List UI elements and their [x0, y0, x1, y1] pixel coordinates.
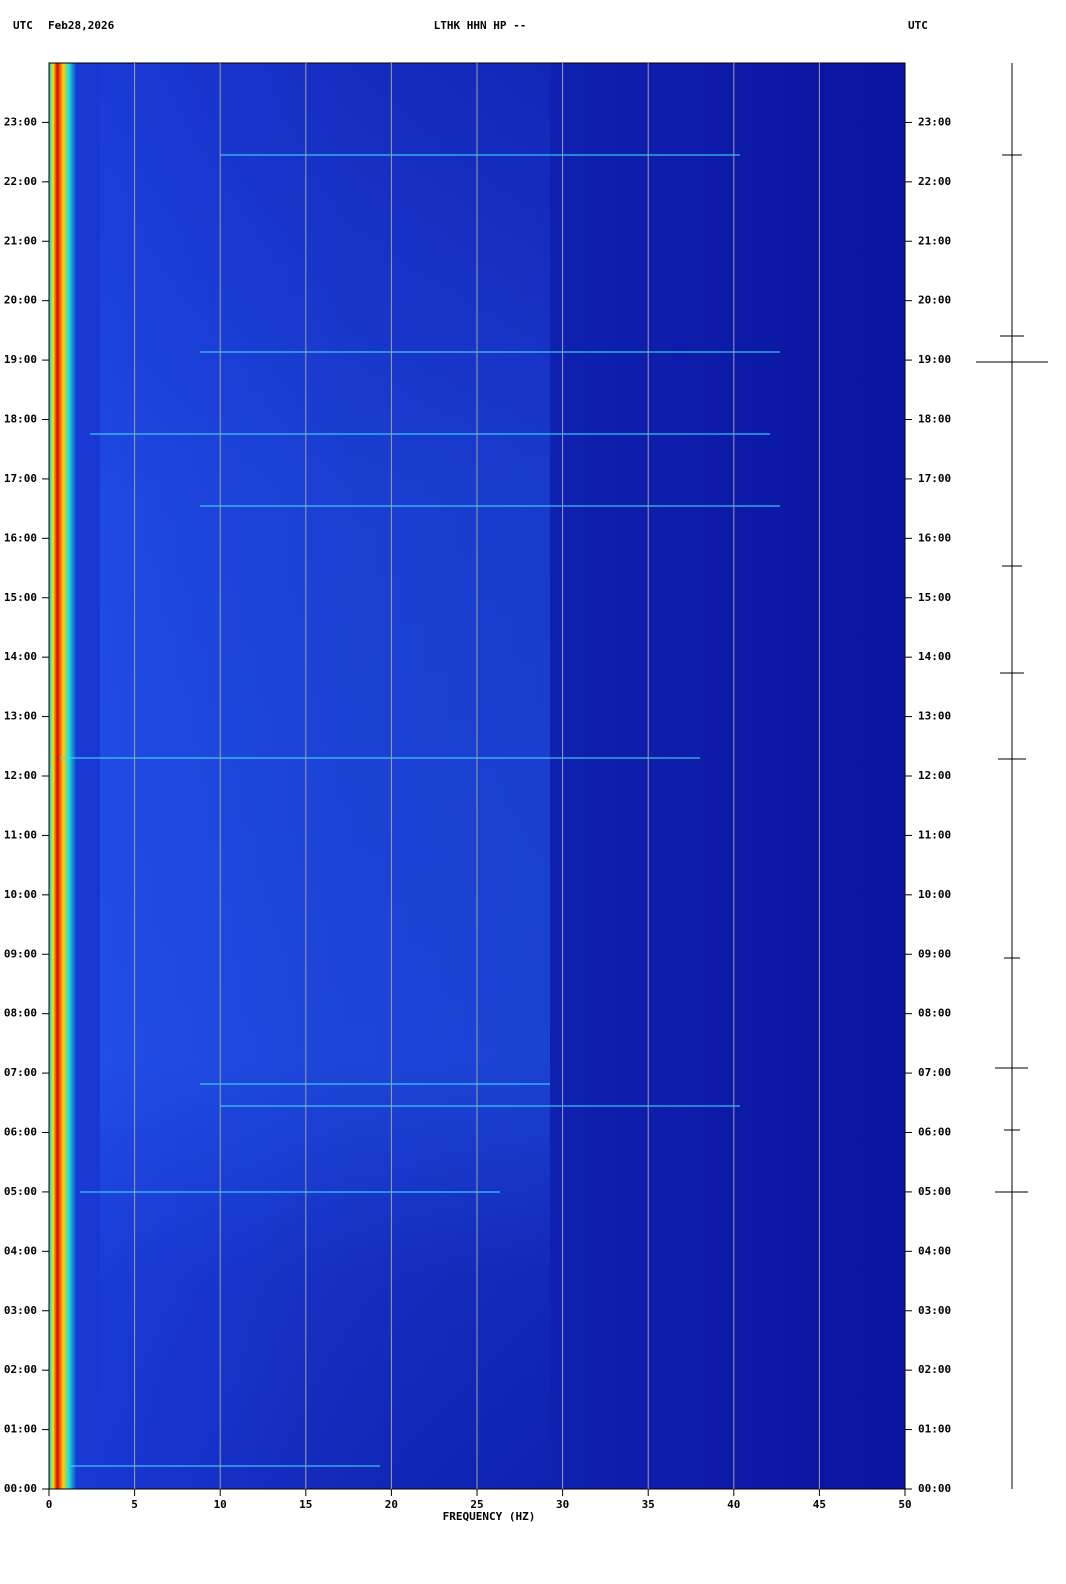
x-tick-label: 5	[131, 1498, 138, 1511]
x-axis-label: FREQUENCY (HZ)	[443, 1510, 536, 1523]
y-tick-label: 00:00	[918, 1482, 951, 1495]
y-tick-label: 04:00	[918, 1244, 951, 1257]
y-tick-label: 06:00	[4, 1126, 37, 1139]
x-tick-label: 25	[470, 1498, 483, 1511]
y-tick-label: 10:00	[4, 888, 37, 901]
y-tick-label: 20:00	[4, 294, 37, 307]
y-tick-label: 17:00	[4, 472, 37, 485]
y-tick-label: 16:00	[4, 531, 37, 544]
y-tick-label: 19:00	[4, 353, 37, 366]
x-tick-label: 0	[46, 1498, 53, 1511]
header-zone: UTC	[908, 19, 928, 32]
y-tick-label: 15:00	[4, 591, 37, 604]
y-tick-label: 23:00	[918, 115, 951, 128]
y-tick-label: 13:00	[4, 710, 37, 723]
y-tick-label: 12:00	[918, 769, 951, 782]
spectrogram-activity	[100, 63, 550, 1489]
y-tick-label: 01:00	[4, 1423, 37, 1436]
y-tick-label: 11:00	[4, 828, 37, 841]
x-tick-label: 30	[556, 1498, 569, 1511]
y-tick-label: 22:00	[4, 175, 37, 188]
y-tick-label: 00:00	[4, 1482, 37, 1495]
x-tick-label: 45	[813, 1498, 826, 1511]
y-tick-label: 11:00	[918, 828, 951, 841]
y-tick-label: 08:00	[4, 1007, 37, 1020]
y-tick-label: 17:00	[918, 472, 951, 485]
y-tick-label: 14:00	[918, 650, 951, 663]
y-tick-label: 07:00	[918, 1066, 951, 1079]
x-tick-label: 10	[214, 1498, 227, 1511]
y-tick-label: 02:00	[4, 1363, 37, 1376]
x-tick-label: 35	[642, 1498, 655, 1511]
y-tick-label: 23:00	[4, 115, 37, 128]
x-tick-label: 20	[385, 1498, 398, 1511]
y-tick-label: 09:00	[918, 947, 951, 960]
x-tick-label: 50	[898, 1498, 911, 1511]
y-tick-label: 05:00	[4, 1185, 37, 1198]
y-tick-label: 03:00	[918, 1304, 951, 1317]
y-tick-label: 08:00	[918, 1007, 951, 1020]
y-tick-label: 01:00	[918, 1423, 951, 1436]
y-tick-label: 19:00	[918, 353, 951, 366]
y-tick-label: 05:00	[918, 1185, 951, 1198]
spectrogram-low-frequency	[49, 63, 77, 1489]
x-tick-label: 40	[727, 1498, 740, 1511]
y-tick-label: 20:00	[918, 294, 951, 307]
y-tick-label: 09:00	[4, 947, 37, 960]
y-tick-label: 15:00	[918, 591, 951, 604]
header-date: Feb28,2026	[48, 19, 115, 32]
y-tick-label: 16:00	[918, 531, 951, 544]
x-tick-label: 15	[299, 1498, 312, 1511]
seismogram-trace	[976, 63, 1048, 1489]
header-zone: UTC	[13, 19, 33, 32]
y-tick-label: 22:00	[918, 175, 951, 188]
y-tick-label: 21:00	[918, 234, 951, 247]
y-tick-label: 12:00	[4, 769, 37, 782]
y-tick-label: 13:00	[918, 710, 951, 723]
y-tick-label: 06:00	[918, 1126, 951, 1139]
y-tick-label: 10:00	[918, 888, 951, 901]
y-tick-label: 18:00	[4, 413, 37, 426]
y-tick-label: 04:00	[4, 1244, 37, 1257]
y-tick-label: 21:00	[4, 234, 37, 247]
y-tick-label: 07:00	[4, 1066, 37, 1079]
y-tick-label: 18:00	[918, 413, 951, 426]
header-station: LTHK HHN HP --	[434, 19, 527, 32]
y-tick-label: 14:00	[4, 650, 37, 663]
y-tick-label: 02:00	[918, 1363, 951, 1376]
spectrogram-streaks	[60, 154, 780, 1467]
y-tick-label: 03:00	[4, 1304, 37, 1317]
